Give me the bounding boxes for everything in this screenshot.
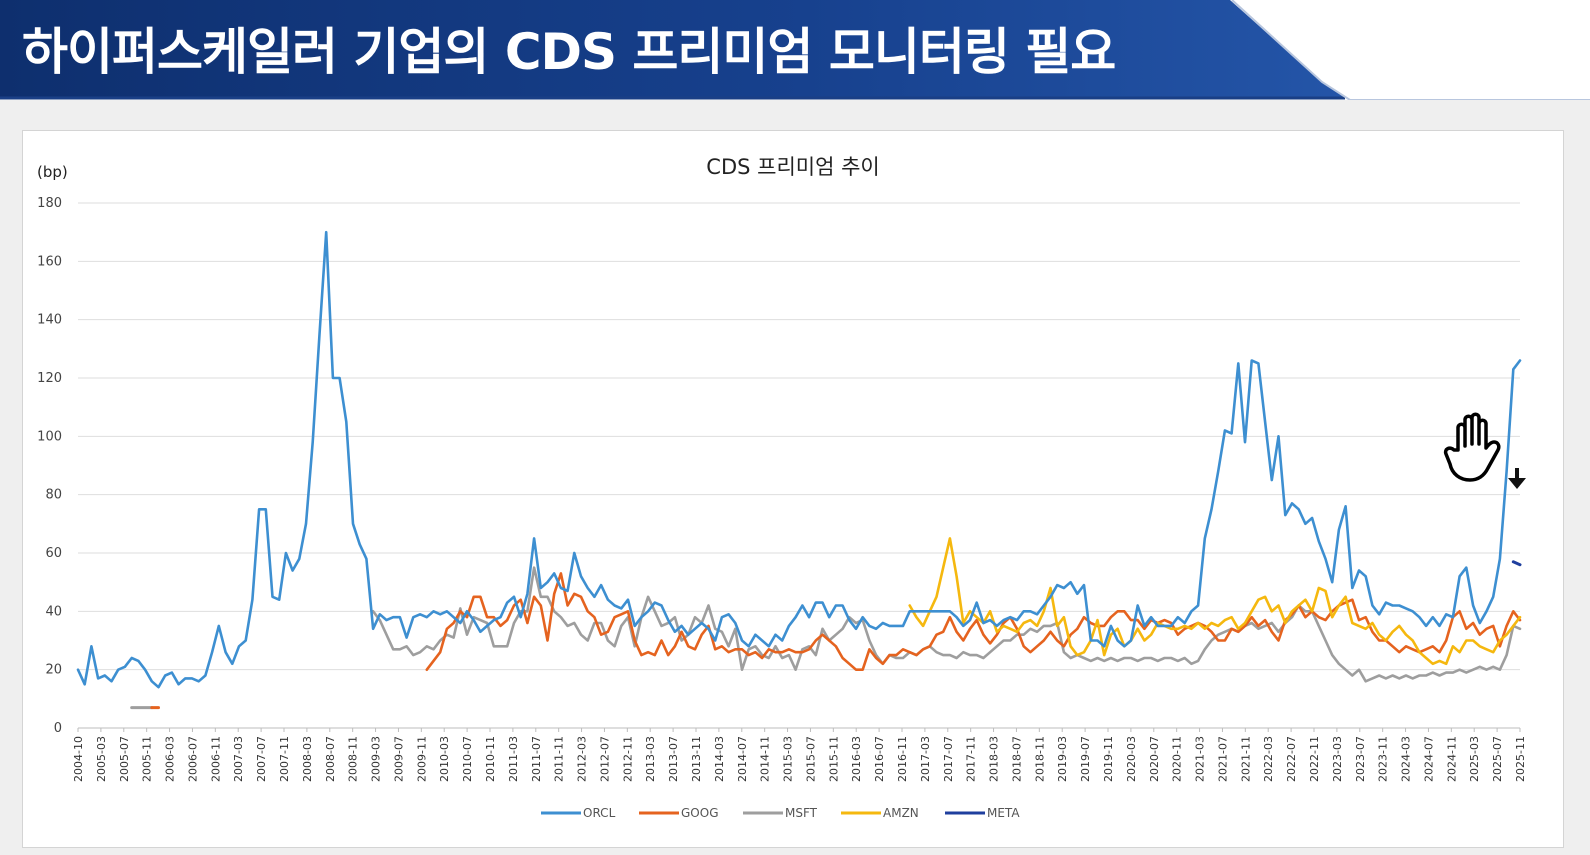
legend-label: GOOG <box>681 806 719 820</box>
x-tick-label: 2015-03 <box>782 736 795 782</box>
x-tick-label: 2011-07 <box>530 736 543 782</box>
x-tick-label: 2016-11 <box>896 736 909 782</box>
x-tick-label: 2023-07 <box>1354 736 1367 782</box>
slide-title: 하이퍼스케일러 기업의 CDS 프리미엄 모니터링 필요 <box>22 23 1116 81</box>
x-tick-label: 2014-03 <box>713 736 726 782</box>
y-tick-label: 0 <box>54 721 62 736</box>
x-tick-label: 2013-03 <box>644 736 657 782</box>
x-tick-label: 2011-11 <box>553 736 566 782</box>
x-tick-label: 2017-07 <box>942 736 955 782</box>
legend-label: MSFT <box>785 806 818 820</box>
banner-shape <box>0 0 1590 100</box>
hand-cursor-icon <box>1443 412 1501 482</box>
y-tick-label: 80 <box>45 488 62 503</box>
x-tick-label: 2020-03 <box>1125 736 1138 782</box>
x-tick-label: 2009-11 <box>415 736 428 782</box>
chart-title: CDS 프리미엄 추이 <box>706 155 880 179</box>
y-tick-label: 160 <box>37 254 62 269</box>
x-tick-label: 2012-11 <box>621 736 634 782</box>
x-tick-label: 2018-07 <box>1010 736 1023 782</box>
x-tick-label: 2016-07 <box>873 736 886 782</box>
x-tick-label: 2011-03 <box>507 736 520 782</box>
x-tick-label: 2015-07 <box>804 736 817 782</box>
x-axis-ticks: 2004-10 2005-03 2005-07 2005-11 2006-03 2006-… <box>72 728 1527 782</box>
x-tick-label: 2023-11 <box>1377 736 1390 782</box>
legend-label: META <box>987 806 1020 820</box>
y-tick-label: 120 <box>37 371 62 386</box>
x-tick-label: 2019-03 <box>1056 736 1069 782</box>
x-tick-label: 2025-03 <box>1468 736 1481 782</box>
x-tick-label: 2024-03 <box>1400 736 1413 782</box>
x-tick-label: 2009-07 <box>392 736 405 782</box>
series-line-amzn <box>908 537 1522 666</box>
x-tick-label: 2004-10 <box>72 736 85 782</box>
series-line-msft <box>371 566 1522 683</box>
x-tick-label: 2008-07 <box>324 736 337 782</box>
x-tick-label: 2018-03 <box>988 736 1001 782</box>
y-tick-label: 60 <box>45 546 62 561</box>
legend-label: AMZN <box>883 806 919 820</box>
chart-legend: ORCL GOOG MSFT AMZN META <box>541 806 1020 820</box>
x-tick-label: 2014-07 <box>736 736 749 782</box>
y-axis-ticks: 0 20 40 60 80 100 120 140 160 180 <box>37 196 62 736</box>
y-tick-label: 180 <box>37 196 62 211</box>
x-tick-label: 2007-11 <box>278 736 291 782</box>
title-banner: 하이퍼스케일러 기업의 CDS 프리미엄 모니터링 필요 <box>0 0 1590 100</box>
arrow-down-icon <box>1508 468 1526 489</box>
x-tick-label: 2024-11 <box>1445 736 1458 782</box>
x-tick-label: 2020-11 <box>1171 736 1184 782</box>
legend-label: ORCL <box>583 806 616 820</box>
x-tick-label: 2010-11 <box>484 736 497 782</box>
x-tick-label: 2014-11 <box>759 736 772 782</box>
x-tick-label: 2012-03 <box>576 736 589 782</box>
x-tick-label: 2021-03 <box>1194 736 1207 782</box>
x-tick-label: 2006-03 <box>164 736 177 782</box>
x-tick-label: 2017-03 <box>919 736 932 782</box>
x-tick-label: 2021-11 <box>1239 736 1252 782</box>
x-tick-label: 2025-07 <box>1491 736 1504 782</box>
y-tick-label: 40 <box>45 604 62 619</box>
x-tick-label: 2005-07 <box>118 736 131 782</box>
x-tick-label: 2006-07 <box>186 736 199 782</box>
x-tick-label: 2022-03 <box>1262 736 1275 782</box>
y-tick-label: 100 <box>37 429 62 444</box>
x-tick-label: 2017-11 <box>965 736 978 782</box>
x-tick-label: 2008-03 <box>301 736 314 782</box>
x-tick-label: 2010-03 <box>438 736 451 782</box>
x-tick-label: 2021-07 <box>1216 736 1229 782</box>
x-tick-label: 2013-07 <box>667 736 680 782</box>
x-tick-label: 2016-03 <box>850 736 863 782</box>
series-line-meta <box>1511 560 1522 567</box>
x-tick-label: 2013-11 <box>690 736 703 782</box>
x-tick-label: 2019-07 <box>1079 736 1092 782</box>
x-tick-label: 2006-11 <box>209 736 222 782</box>
x-tick-label: 2007-07 <box>255 736 268 782</box>
y-tick-label: 140 <box>37 313 62 328</box>
x-tick-label: 2022-07 <box>1285 736 1298 782</box>
x-tick-label: 2019-11 <box>1102 736 1115 782</box>
x-tick-label: 2005-11 <box>141 736 154 782</box>
x-tick-label: 2008-11 <box>347 736 360 782</box>
x-tick-label: 2018-11 <box>1033 736 1046 782</box>
series-lines <box>76 230 1522 710</box>
x-tick-label: 2025-11 <box>1514 736 1527 782</box>
x-tick-label: 2005-03 <box>95 736 108 782</box>
x-tick-label: 2007-03 <box>232 736 245 782</box>
x-tick-label: 2012-07 <box>598 736 611 782</box>
y-unit-label: (bp) <box>37 163 68 181</box>
series-line-orcl <box>76 230 1522 689</box>
chart-card: CDS 프리미엄 추이 (bp) 0 20 40 60 80 100 120 140 160 18… <box>22 130 1564 848</box>
y-tick-label: 20 <box>45 663 62 678</box>
grid-lines <box>78 202 1520 729</box>
x-tick-label: 2010-07 <box>461 736 474 782</box>
x-tick-label: 2015-11 <box>827 736 840 782</box>
x-tick-label: 2022-11 <box>1308 736 1321 782</box>
x-tick-label: 2023-03 <box>1331 736 1344 782</box>
x-tick-label: 2020-07 <box>1148 736 1161 782</box>
x-tick-label: 2009-03 <box>370 736 383 782</box>
x-tick-label: 2024-07 <box>1422 736 1435 782</box>
